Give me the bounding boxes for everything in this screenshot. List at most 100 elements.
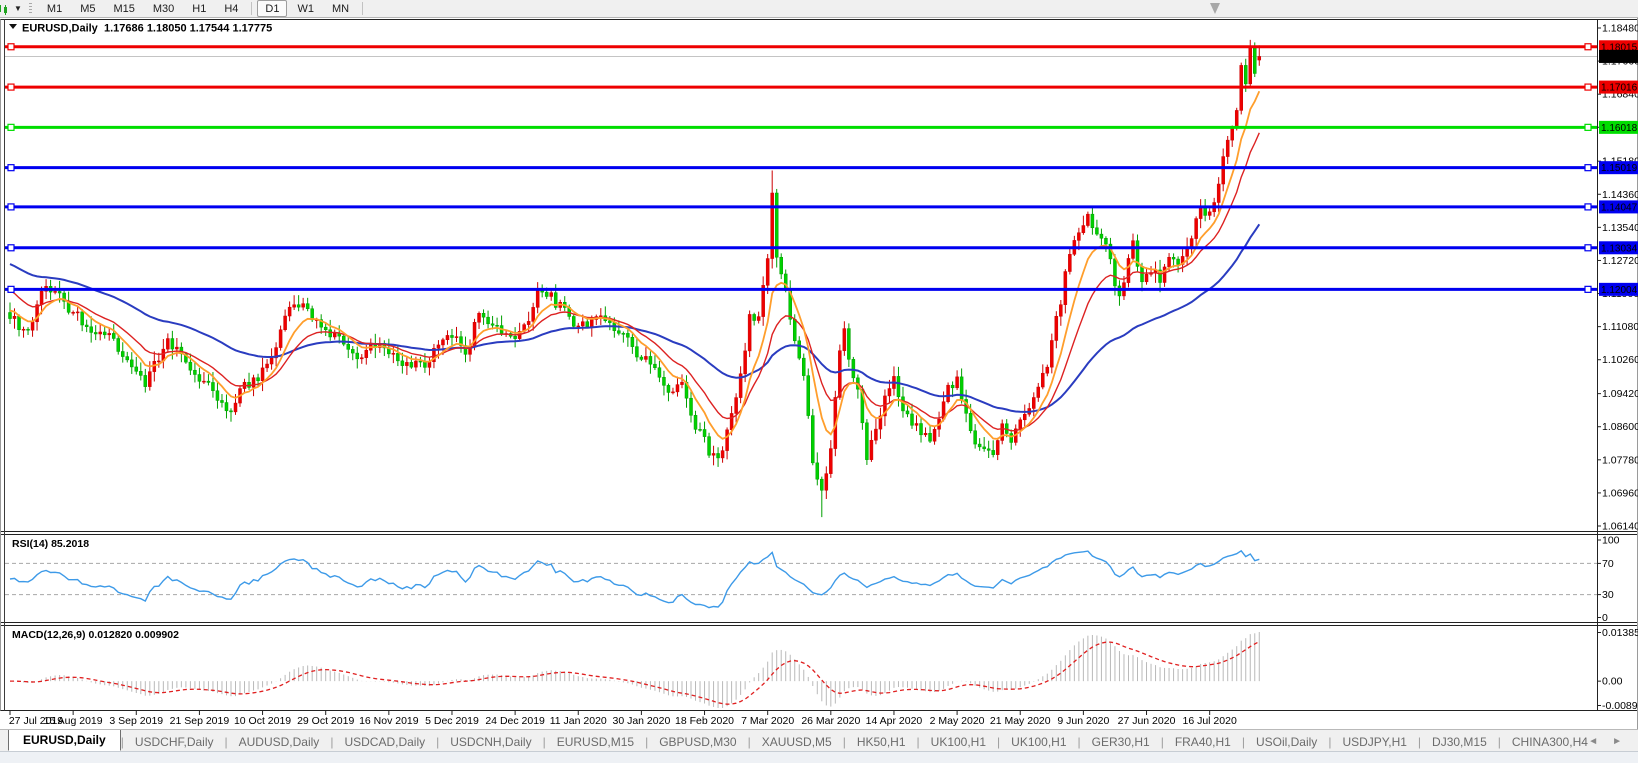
svg-text:9 Jun 2020: 9 Jun 2020 [1057,715,1109,727]
timeframe-button-h4[interactable]: H4 [224,2,239,15]
horizontal-level-line[interactable] [5,164,1597,172]
tab-separator: | [747,734,751,749]
svg-text:1.17016: 1.17016 [1601,83,1638,94]
timeframe-button-m15[interactable]: M15 [113,2,135,15]
price-axis: 1.184801.176601.168401.160201.151801.143… [1597,23,1638,533]
svg-text:15 Aug 2019: 15 Aug 2019 [44,715,103,727]
svg-text:16 Nov 2019: 16 Nov 2019 [359,715,419,727]
tabs-scroll-right-button[interactable]: ► [1612,736,1622,747]
chart-tab-uk100-h1[interactable]: UK100,H1 [930,734,987,749]
chart-tab-bar: EURUSD,Daily | USDCHF,Daily | AUDUSD,Daily | U… [0,729,1638,751]
svg-text:10 Oct 2019: 10 Oct 2019 [234,715,291,727]
horizontal-level-line[interactable] [5,83,1597,91]
chart-tab-eurusd-m15[interactable]: EURUSD,M15 [556,734,635,749]
svg-text:1.17775: 1.17775 [1601,52,1638,63]
chart-tab-xauusd-m5[interactable]: XAUUSD,M5 [761,734,832,749]
chart-tab-usdchf-daily[interactable]: USDCHF,Daily [134,734,214,749]
svg-text:7 Mar 2020: 7 Mar 2020 [741,715,794,727]
svg-text:30 Jan 2020: 30 Jan 2020 [612,715,670,727]
tab-separator: | [1241,734,1245,749]
chart-tab-audusd-daily[interactable]: AUDUSD,Daily [238,734,320,749]
ma-fast-line [9,90,1261,440]
svg-text:1.11080: 1.11080 [1602,321,1638,333]
svg-text:1.14047: 1.14047 [1601,202,1638,213]
svg-text:1.18480: 1.18480 [1602,23,1638,35]
macd-indicator-label: MACD(12,26,9) 0.012820 0.009902 [12,629,179,641]
chart-tab-usdcnh-daily[interactable]: USDCNH,Daily [450,734,532,749]
horizontal-level-line[interactable] [5,203,1597,211]
svg-text:18 Feb 2020: 18 Feb 2020 [675,715,734,727]
chart-tab-usdcad-daily[interactable]: USDCAD,Daily [344,734,426,749]
svg-text:24 Dec 2019: 24 Dec 2019 [485,715,545,727]
level-price-badge: 1.17016 [1599,80,1638,94]
horizontal-level-line[interactable] [5,43,1597,51]
svg-text:14 Apr 2020: 14 Apr 2020 [866,715,923,727]
toolbar-separator [362,2,364,15]
timeframe-toolbar: ▼ M1 M5 M15 M30 H1 H4 D1 W1 MN [0,0,1638,18]
chart-tab-fra40-h1[interactable]: FRA40,H1 [1174,734,1231,749]
tab-separator: | [842,734,846,749]
svg-text:1.14360: 1.14360 [1602,189,1638,201]
svg-text:0.013858: 0.013858 [1602,627,1638,639]
tabs-scroll-left-button[interactable]: ◄ [1588,736,1599,747]
chart-tab-china300-h4[interactable]: CHINA300,H4 [1511,734,1588,749]
timeframe-button-m30[interactable]: M30 [152,2,175,15]
chart-tab-eurusd-daily[interactable]: EURUSD,Daily [8,730,121,751]
tab-separator: | [436,734,440,749]
tab-separator: | [224,734,228,749]
chart-type-dropdown-caret-icon[interactable]: ▼ [14,4,22,13]
horizontal-level-line[interactable] [5,285,1597,293]
chart-title-collapse-icon[interactable] [9,24,17,29]
tab-separator: | [542,734,546,749]
chart-tab-gbpusd-m30[interactable]: GBPUSD,M30 [659,734,737,749]
timeframe-button-h1[interactable]: H1 [192,2,207,15]
tab-separator: | [1497,734,1501,749]
toolbar-grip-handle[interactable] [28,2,32,15]
macd-panel: 0.013858 0.00 -0.008968 [10,627,1638,712]
svg-text:1.16018: 1.16018 [1601,123,1638,134]
chart-tab-dj30-m15[interactable]: DJ30,M15 [1432,734,1487,749]
svg-text:1.12004: 1.12004 [1601,285,1638,296]
tab-separator: | [1417,734,1422,749]
timeframe-button-w1[interactable]: W1 [297,2,314,15]
chart-tab-usoil-daily[interactable]: USOil,Daily [1255,734,1318,749]
timeframe-button-mn[interactable]: MN [331,2,350,15]
chart-canvas[interactable]: 1.184801.176601.168401.160201.151801.143… [0,18,1638,729]
tab-separator: | [1077,734,1081,749]
svg-text:1.10260: 1.10260 [1602,354,1638,366]
svg-text:5 Dec 2019: 5 Dec 2019 [425,715,479,727]
horizontal-level-line[interactable] [5,244,1597,252]
chart-tab-ger30-h1[interactable]: GER30,H1 [1091,734,1150,749]
tab-separator: | [997,734,1001,749]
chart-tab-hk50-h1[interactable]: HK50,H1 [856,734,906,749]
svg-text:70: 70 [1602,558,1614,570]
tab-separator: | [120,734,124,749]
svg-text:-0.008968: -0.008968 [1602,700,1638,712]
level-price-badge: 1.15019 [1599,161,1638,175]
tab-separator: | [916,734,920,749]
svg-text:27 Jul 2019: 27 Jul 2019 [9,715,63,727]
current-price-badge: 1.17775 [1599,49,1638,63]
candlestick-chart-icon[interactable] [0,2,12,16]
tab-separator: | [330,734,334,749]
chart-tab-usdjpy-h1[interactable]: USDJPY,H1 [1342,734,1407,749]
horizontal-level-line[interactable] [5,123,1597,131]
ma-slow-line [9,223,1261,413]
timeframe-button-d1[interactable]: D1 [257,0,288,17]
svg-text:1.15019: 1.15019 [1601,163,1638,174]
level-price-badge: 1.16018 [1599,120,1638,134]
timeframe-button-m1[interactable]: M1 [46,2,63,15]
svg-text:3 Sep 2019: 3 Sep 2019 [109,715,163,727]
svg-text:1.07780: 1.07780 [1602,454,1638,466]
svg-text:2 May 2020: 2 May 2020 [930,715,985,727]
timeframe-button-m5[interactable]: M5 [80,2,96,15]
svg-text:0: 0 [1602,612,1608,624]
tab-separator: | [645,734,649,749]
svg-text:21 May 2020: 21 May 2020 [990,715,1051,727]
mouse-cursor-icon [1210,3,1220,14]
svg-text:1.08600: 1.08600 [1602,421,1638,433]
chart-tab-uk100-h1[interactable]: UK100,H1 [1011,734,1067,749]
svg-text:30: 30 [1602,589,1614,601]
level-price-badge: 1.13034 [1599,241,1638,255]
